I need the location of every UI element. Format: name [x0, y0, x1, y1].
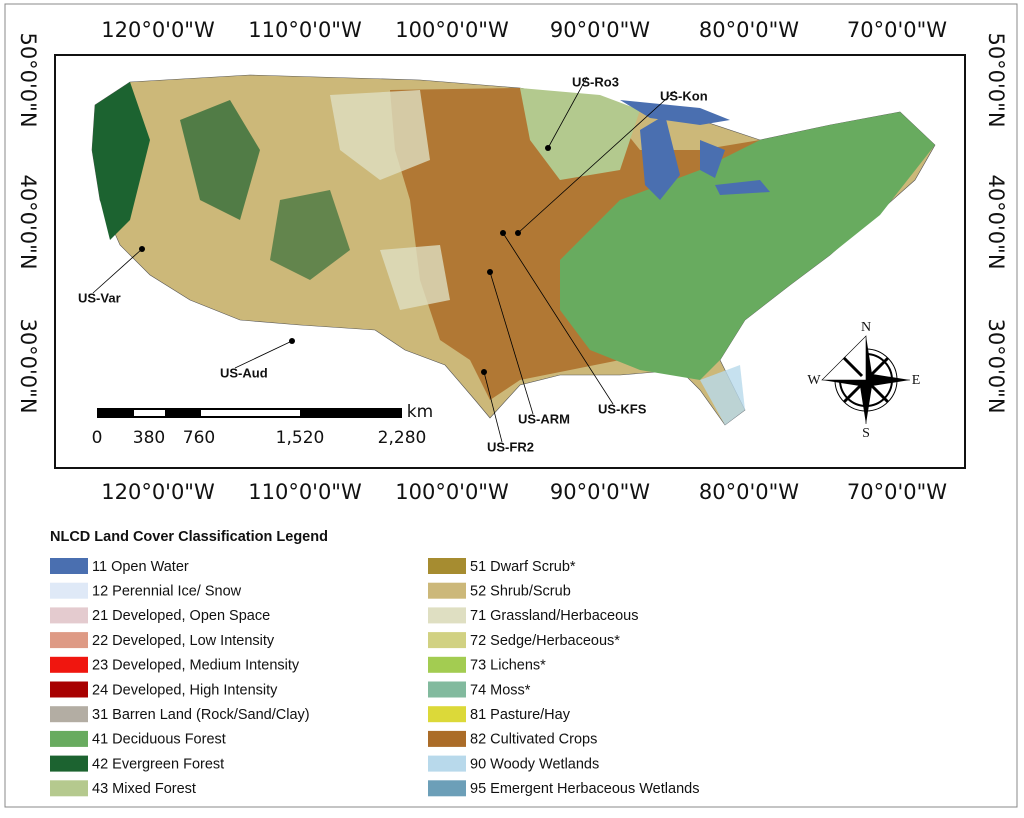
- legend-label: 72 Sedge/Herbaceous*: [470, 633, 620, 649]
- site-marker: [139, 246, 145, 252]
- legend-label: 90 Woody Wetlands: [470, 756, 599, 772]
- scale-label: 2,280: [378, 428, 427, 448]
- site-label: US-KFS: [598, 401, 647, 416]
- latitude-label: 40°0'0"N: [16, 174, 40, 269]
- site-label: US-Aud: [220, 365, 268, 380]
- longitude-label: 100°0'0"W: [395, 18, 509, 42]
- legend-label: 73 Lichens*: [470, 658, 546, 674]
- scale-bar: [97, 408, 402, 418]
- legend-swatch: [50, 632, 88, 649]
- legend-swatch: [428, 681, 466, 698]
- compass-letter: W: [807, 373, 821, 388]
- legend-title: NLCD Land Cover Classification Legend: [50, 529, 328, 545]
- site-leader: [483, 371, 503, 443]
- site-leader: [489, 271, 534, 415]
- legend-label: 52 Shrub/Scrub: [470, 584, 571, 600]
- legend-swatch: [50, 582, 88, 599]
- legend-swatch: [428, 656, 466, 673]
- scale-label: 760: [183, 428, 215, 448]
- legend-swatch: [50, 681, 88, 698]
- legend-label: 43 Mixed Forest: [92, 781, 196, 797]
- legend-label: 23 Developed, Medium Intensity: [92, 658, 300, 674]
- site-leader: [234, 340, 293, 369]
- longitude-label: 90°0'0"W: [550, 480, 650, 504]
- legend-swatch: [428, 582, 466, 599]
- site-label: US-Ro3: [572, 74, 619, 89]
- longitude-label: 110°0'0"W: [248, 480, 362, 504]
- longitude-label: 120°0'0"W: [101, 480, 215, 504]
- site-leader: [502, 232, 614, 405]
- legend-label: 71 Grassland/Herbaceous: [470, 608, 638, 624]
- longitude-label: 80°0'0"W: [699, 480, 799, 504]
- scale-unit: km: [407, 402, 433, 422]
- site-marker: [481, 369, 487, 375]
- site-label: US-ARM: [518, 411, 570, 426]
- legend-swatch: [428, 632, 466, 649]
- legend-label: 81 Pasture/Hay: [470, 707, 571, 723]
- legend-label: 12 Perennial Ice/ Snow: [92, 584, 242, 600]
- legend-swatch: [50, 558, 88, 574]
- legend-label: 95 Emergent Herbaceous Wetlands: [470, 781, 699, 797]
- scale-label: 0: [92, 428, 103, 448]
- compass-rose: [821, 335, 910, 424]
- legend-swatch: [50, 780, 88, 797]
- site-marker: [500, 230, 506, 236]
- site-leader: [517, 90, 676, 234]
- site-leader: [547, 76, 588, 149]
- legend-swatch: [50, 706, 88, 723]
- legend-swatch: [428, 558, 466, 574]
- site-marker: [515, 230, 521, 236]
- site-label: US-FR2: [487, 439, 534, 454]
- site-leader: [92, 248, 143, 294]
- legend-swatch: [50, 607, 88, 624]
- longitude-label: 110°0'0"W: [248, 18, 362, 42]
- compass-letter: S: [862, 426, 870, 441]
- legend-swatch: [428, 780, 466, 797]
- legend-swatch: [428, 607, 466, 624]
- site-label: US-Var: [78, 290, 121, 305]
- scale-label: 1,520: [276, 428, 325, 448]
- legend-label: 31 Barren Land (Rock/Sand/Clay): [92, 707, 310, 723]
- latitude-label: 30°0'0"N: [984, 318, 1008, 413]
- longitude-label: 70°0'0"W: [847, 18, 947, 42]
- site-label: US-Kon: [660, 88, 708, 103]
- latitude-label: 50°0'0"N: [16, 32, 40, 127]
- legend-label: 82 Cultivated Crops: [470, 732, 597, 748]
- site-marker: [289, 338, 295, 344]
- legend-swatch: [428, 730, 466, 747]
- scale-label: 380: [133, 428, 165, 448]
- legend-label: 41 Deciduous Forest: [92, 732, 226, 748]
- site-marker: [545, 145, 551, 151]
- latitude-label: 50°0'0"N: [984, 32, 1008, 127]
- legend-label: 42 Evergreen Forest: [92, 756, 224, 772]
- compass-letter: N: [861, 320, 871, 335]
- site-marker: [487, 269, 493, 275]
- latitude-label: 40°0'0"N: [984, 174, 1008, 269]
- legend-swatch: [50, 730, 88, 747]
- longitude-label: 120°0'0"W: [101, 18, 215, 42]
- legend-swatch: [50, 656, 88, 673]
- legend-label: 21 Developed, Open Space: [92, 608, 270, 624]
- latitude-label: 30°0'0"N: [16, 318, 40, 413]
- longitude-label: 80°0'0"W: [699, 18, 799, 42]
- legend-label: 24 Developed, High Intensity: [92, 682, 278, 698]
- compass-letter: E: [912, 373, 921, 388]
- legend-label: 51 Dwarf Scrub*: [470, 559, 576, 575]
- legend-swatch: [50, 755, 88, 772]
- longitude-label: 70°0'0"W: [847, 480, 947, 504]
- longitude-label: 90°0'0"W: [550, 18, 650, 42]
- legend-swatch: [428, 706, 466, 723]
- longitude-label: 100°0'0"W: [395, 480, 509, 504]
- legend-label: 74 Moss*: [470, 682, 531, 698]
- legend-label: 11 Open Water: [92, 559, 189, 575]
- legend-swatch: [428, 755, 466, 772]
- legend-label: 22 Developed, Low Intensity: [92, 633, 275, 649]
